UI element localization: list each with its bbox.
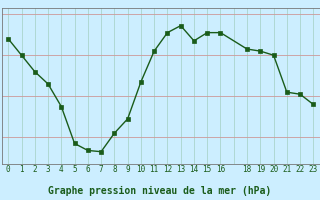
Text: Graphe pression niveau de la mer (hPa): Graphe pression niveau de la mer (hPa) — [48, 186, 272, 196]
